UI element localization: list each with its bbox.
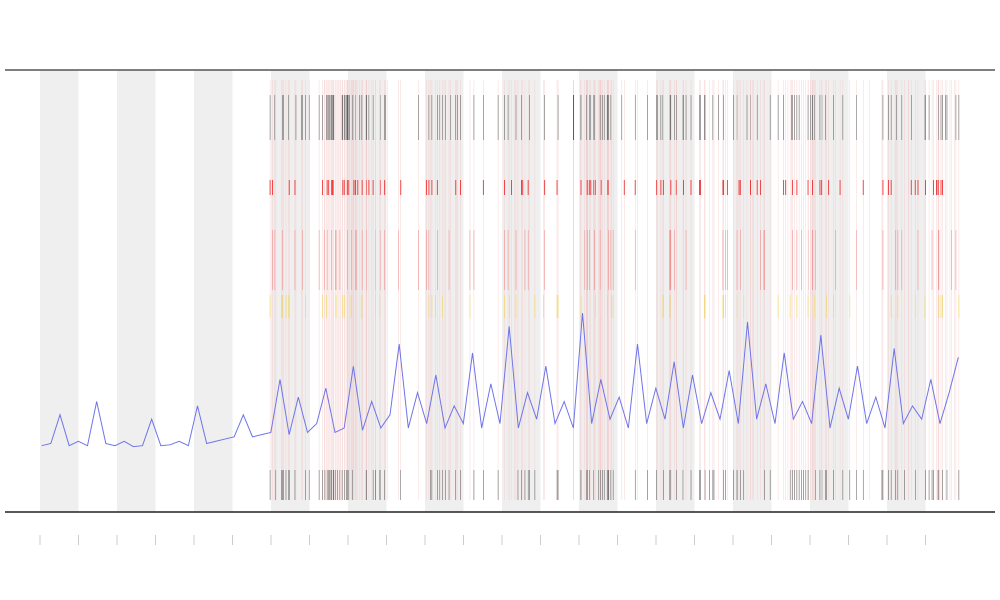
shaded-band (348, 70, 387, 512)
shaded-band (656, 70, 695, 512)
shaded-band (117, 70, 156, 512)
background-bands (40, 70, 926, 512)
event-marks (269, 80, 960, 500)
shaded-band (733, 70, 772, 512)
shaded-band (810, 70, 849, 512)
x-axis-ticks (39, 535, 926, 545)
shaded-band (887, 70, 926, 512)
shaded-band (40, 70, 79, 512)
data-line (41, 313, 959, 448)
shaded-band (194, 70, 233, 512)
shaded-band (271, 70, 310, 512)
shaded-band (502, 70, 541, 512)
